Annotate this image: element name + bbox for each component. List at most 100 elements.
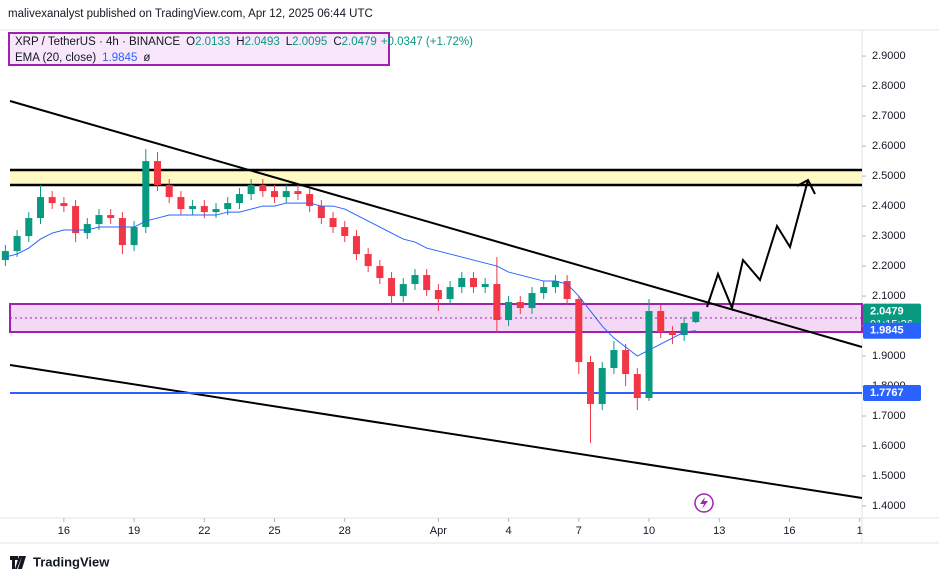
y-tick-label: 2.6000 <box>872 140 906 152</box>
candle-body <box>399 284 407 297</box>
candle-body <box>446 287 454 300</box>
candle-body <box>680 323 688 336</box>
candle-body <box>388 278 396 297</box>
x-tick-label: 1 <box>857 525 863 537</box>
candle-body <box>95 215 103 225</box>
ema-price-label: 1.9845 <box>870 325 904 337</box>
ohlc-label: L <box>286 36 293 48</box>
candle-body <box>13 236 21 252</box>
event-icon[interactable] <box>694 493 714 513</box>
candle-body <box>376 266 384 279</box>
candle-body <box>341 227 349 237</box>
candle-body <box>72 206 80 234</box>
candle-body <box>224 203 232 210</box>
candle-body <box>540 287 548 294</box>
x-tick-label: 13 <box>713 525 725 537</box>
x-tick-label: 10 <box>643 525 655 537</box>
ohlc-label: H <box>236 36 244 48</box>
candle-body <box>586 362 595 405</box>
event-icon-bolt <box>700 497 708 509</box>
y-tick-label: 1.5000 <box>872 470 906 482</box>
candle-body <box>165 185 173 198</box>
candle-body <box>692 311 700 323</box>
candle-body <box>364 254 372 267</box>
candle-body <box>200 206 208 213</box>
candle-body <box>528 293 536 309</box>
candle-body <box>83 224 91 234</box>
ema-value: 1.9845 <box>102 52 137 64</box>
candle-body <box>48 197 56 204</box>
candle-body <box>154 161 162 186</box>
x-tick-label: 16 <box>58 525 70 537</box>
x-tick-label: 7 <box>576 525 582 537</box>
symbol: XRP / TetherUS · 4h · BINANCE <box>15 36 180 48</box>
candle-body <box>294 191 302 195</box>
legend-ema: EMA (20, close) 1.9845 ø <box>15 52 150 64</box>
candle-body <box>633 374 641 399</box>
y-tick-label: 2.4000 <box>872 200 906 212</box>
x-tick-label: 28 <box>339 525 351 537</box>
support-price-label-box <box>863 385 921 402</box>
low-value: 2.0095 <box>292 36 327 48</box>
indicator: EMA (20, close) <box>15 52 96 64</box>
candle-body <box>36 197 45 219</box>
candle-body <box>282 191 290 198</box>
candle-body <box>469 278 477 288</box>
y-tick-label: 2.3000 <box>872 230 906 242</box>
ohlc-label: C <box>333 36 341 48</box>
candle-body <box>657 311 665 333</box>
ohlc-label: O <box>186 36 195 48</box>
logo-text: TradingView <box>33 554 110 569</box>
candle-body <box>247 185 255 195</box>
candle-body <box>434 290 442 300</box>
x-tick-label: 25 <box>268 525 280 537</box>
candle-body <box>458 278 466 288</box>
candle-body <box>107 215 115 219</box>
open-value: 2.0133 <box>195 36 230 48</box>
y-tick-label: 2.5000 <box>872 170 906 182</box>
candle-body <box>118 218 126 246</box>
ema-price-label-box <box>863 322 921 339</box>
close-value: 2.0479 <box>342 36 377 48</box>
candle-body <box>505 302 513 321</box>
candle-body <box>142 161 150 228</box>
candle-body <box>212 209 220 213</box>
y-tick-label: 2.8000 <box>872 80 906 92</box>
candle-body <box>481 284 489 288</box>
candle-body <box>259 185 267 192</box>
candle-body <box>235 194 243 204</box>
last-price-label: 2.0479 <box>870 306 904 318</box>
candle-body <box>551 281 559 288</box>
resistance-zone <box>10 170 862 185</box>
candle-body <box>563 281 571 300</box>
x-tick-label: Apr <box>430 525 447 537</box>
y-tick-label: 2.9000 <box>872 50 906 62</box>
publish-header: malivexanalyst published on TradingView.… <box>8 8 373 20</box>
x-tick-label: 16 <box>783 525 795 537</box>
candle-body <box>60 203 68 207</box>
trendline-lower <box>9 364 863 499</box>
candle-body <box>493 284 501 321</box>
candle-body <box>622 350 630 375</box>
candle-body <box>25 218 33 237</box>
trendline-upper <box>9 100 863 348</box>
y-tick-label: 1.7000 <box>872 410 906 422</box>
candle-body <box>516 302 524 309</box>
candle-body <box>306 194 314 207</box>
y-tick-label: 2.1000 <box>872 290 906 302</box>
ema-line <box>5 202 696 357</box>
candle-body <box>668 332 676 336</box>
candle-body <box>352 236 360 255</box>
candle-body <box>130 227 138 246</box>
candle-body <box>423 275 431 291</box>
x-tick-label: 4 <box>506 525 512 537</box>
y-tick-label: 1.4000 <box>872 500 906 512</box>
projection-arrowhead <box>796 178 816 195</box>
logo-mark <box>10 556 26 569</box>
candle-body <box>645 311 653 399</box>
high-value: 2.0493 <box>245 36 280 48</box>
change: +0.0347 (+1.72%) <box>381 36 473 48</box>
y-tick-label: 2.7000 <box>872 110 906 122</box>
candle-body <box>610 350 618 369</box>
